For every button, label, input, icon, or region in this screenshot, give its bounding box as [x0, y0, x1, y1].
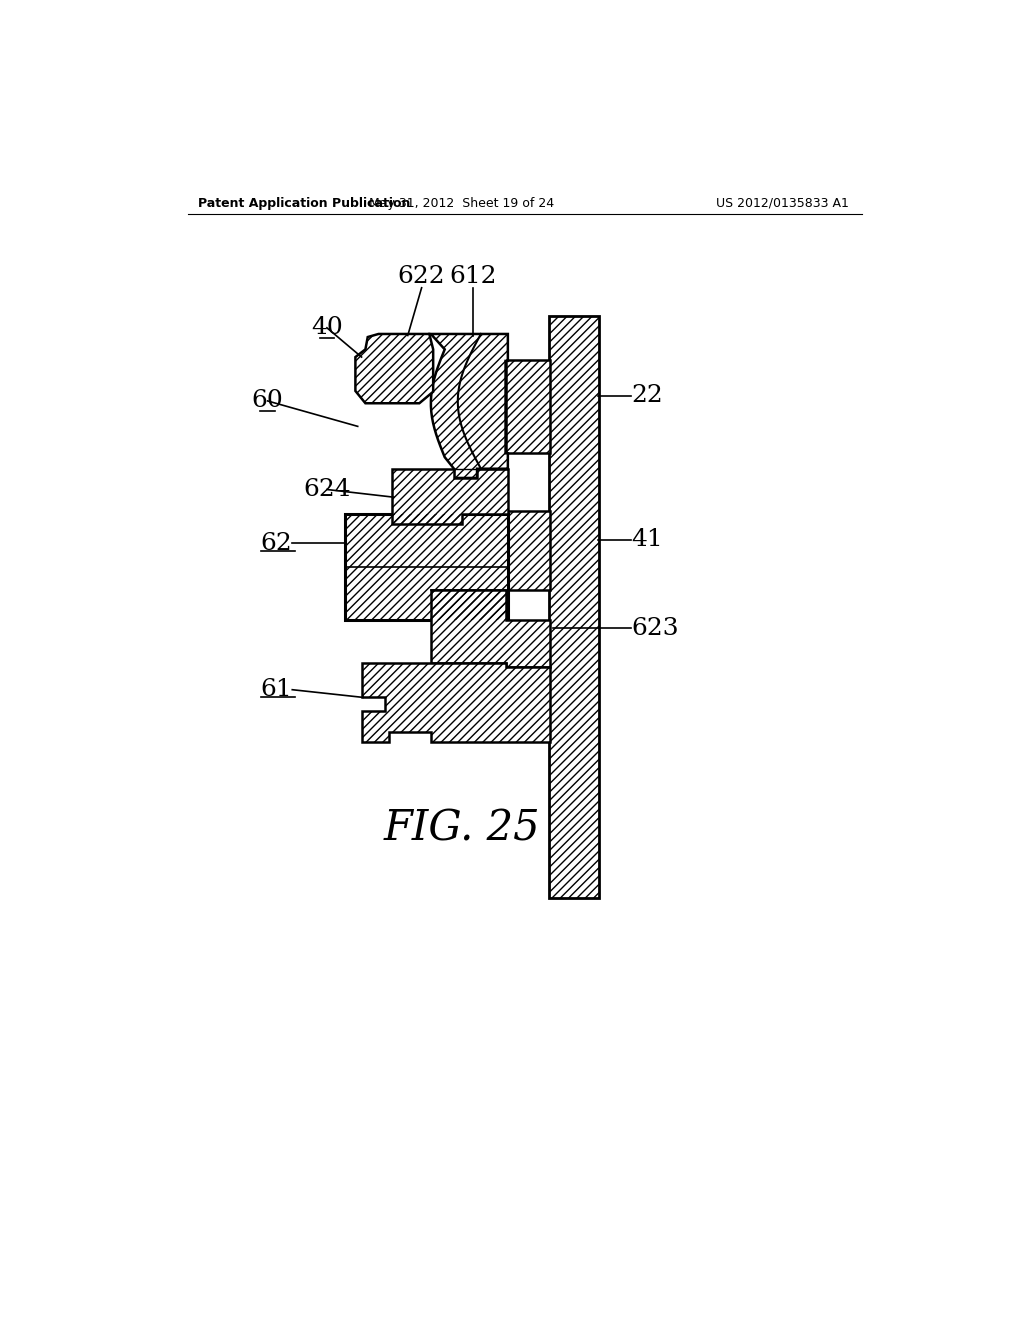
- Text: 61: 61: [261, 678, 292, 701]
- Polygon shape: [431, 334, 508, 478]
- Polygon shape: [392, 469, 508, 524]
- Text: US 2012/0135833 A1: US 2012/0135833 A1: [716, 197, 849, 210]
- Text: 624: 624: [303, 478, 351, 502]
- Bar: [506, 360, 550, 453]
- Text: 623: 623: [631, 616, 679, 640]
- Text: 612: 612: [450, 265, 497, 288]
- Text: 60: 60: [252, 389, 284, 412]
- Text: 622: 622: [397, 265, 445, 288]
- Polygon shape: [431, 590, 550, 667]
- Text: 62: 62: [260, 532, 292, 554]
- Text: 41: 41: [631, 528, 663, 550]
- Text: FIG. 25: FIG. 25: [383, 808, 540, 849]
- Bar: [506, 360, 550, 453]
- Bar: [549, 317, 599, 898]
- Text: 40: 40: [311, 317, 343, 339]
- Bar: [549, 317, 599, 898]
- Bar: [506, 511, 550, 590]
- Text: 22: 22: [631, 384, 663, 407]
- Polygon shape: [361, 663, 550, 742]
- Bar: [345, 515, 508, 620]
- Bar: [506, 511, 550, 590]
- Bar: [345, 515, 508, 620]
- Polygon shape: [355, 334, 433, 404]
- Text: May 31, 2012  Sheet 19 of 24: May 31, 2012 Sheet 19 of 24: [369, 197, 554, 210]
- Text: Patent Application Publication: Patent Application Publication: [199, 197, 411, 210]
